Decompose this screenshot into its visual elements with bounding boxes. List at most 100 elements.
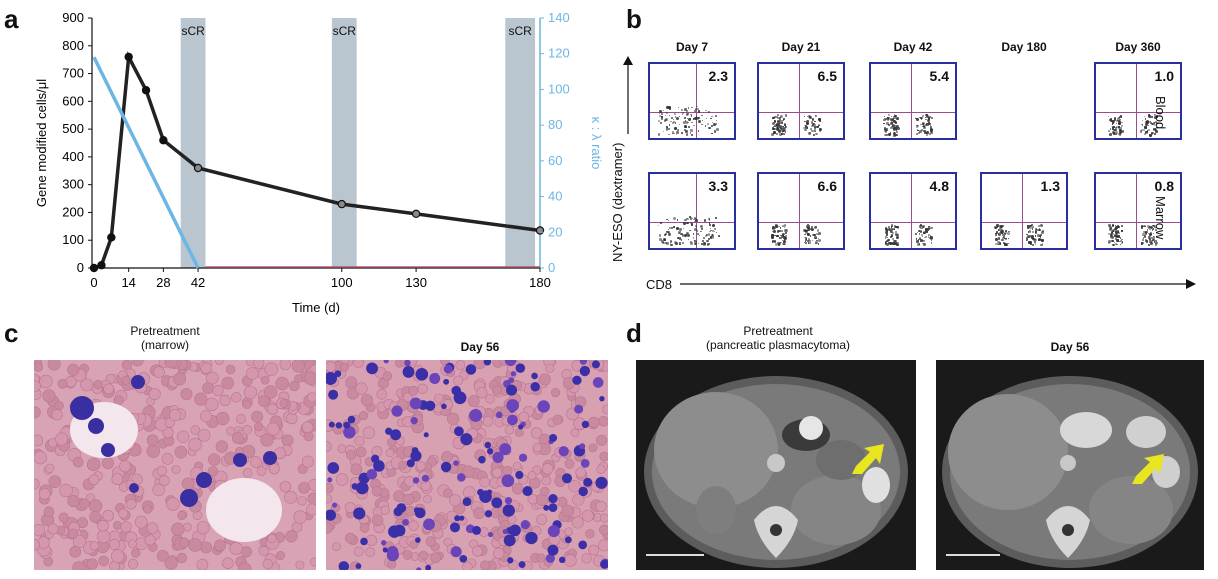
rbc	[358, 410, 369, 421]
rbc	[42, 389, 56, 403]
event-dot	[810, 128, 813, 130]
event-dot	[1035, 229, 1037, 231]
event-dot	[1111, 239, 1114, 242]
event-dot	[1152, 123, 1154, 125]
event-dot	[804, 240, 807, 243]
rbc	[297, 495, 307, 506]
event-dot	[1118, 240, 1120, 243]
event-dot	[1111, 121, 1115, 125]
event-dot	[1035, 243, 1037, 245]
nucleated-cell	[402, 366, 415, 378]
event-dot	[818, 127, 821, 130]
event-dot	[687, 234, 690, 237]
event-dot	[778, 129, 781, 132]
event-dot	[893, 115, 896, 118]
event-dot	[1030, 243, 1033, 246]
plasma-cell	[70, 396, 94, 420]
nucleated-cell	[425, 564, 432, 570]
gate-horizontal	[871, 112, 955, 113]
event-dot	[806, 115, 809, 118]
event-dot	[672, 120, 675, 123]
nucleated-cell	[469, 408, 483, 422]
rbc	[268, 463, 280, 475]
event-dot	[666, 106, 669, 109]
rbc	[207, 466, 219, 477]
event-dot	[777, 235, 779, 237]
event-dot	[675, 242, 678, 246]
event-dot	[778, 117, 782, 120]
event-dot	[1150, 226, 1154, 230]
event-dot	[812, 133, 816, 137]
event-dot	[692, 219, 695, 221]
event-dot	[1115, 234, 1118, 237]
event-dot	[1115, 238, 1118, 241]
rbc	[236, 414, 246, 424]
dextramer-percent: 2.3	[708, 68, 728, 84]
nucleated-cell	[531, 372, 538, 380]
rbc	[238, 562, 252, 570]
event-dot	[673, 217, 676, 220]
nucleated-cell	[421, 474, 430, 482]
event-dot	[922, 125, 924, 128]
nucleated-cell	[595, 476, 608, 489]
event-dot	[782, 131, 784, 133]
rbc	[125, 498, 137, 510]
flow-x-axis-arrow	[680, 279, 1196, 289]
event-dot	[1109, 118, 1113, 121]
rbc	[598, 539, 608, 552]
rbc	[415, 460, 426, 471]
event-dot	[674, 127, 677, 131]
event-dot	[915, 233, 917, 236]
event-dot	[1039, 236, 1042, 238]
nucleated-cell	[328, 421, 335, 428]
event-dot	[890, 116, 892, 118]
nucleated-cell	[581, 420, 590, 429]
event-dot	[1028, 240, 1032, 244]
event-dot	[930, 236, 933, 240]
event-dot	[895, 116, 899, 120]
rbc	[242, 424, 253, 435]
event-dot	[920, 123, 922, 126]
event-dot	[1027, 235, 1031, 239]
event-dot	[668, 233, 671, 236]
rbc	[365, 534, 378, 546]
nucleated-cell	[592, 377, 604, 388]
event-dot	[686, 221, 689, 225]
event-dot	[683, 125, 687, 129]
event-dot	[999, 225, 1001, 228]
event-dot	[1153, 122, 1155, 124]
nucleated-cell	[383, 360, 389, 364]
event-dot	[773, 240, 776, 244]
day-header: Day 7	[675, 40, 709, 54]
event-dot	[1121, 121, 1123, 124]
event-dot	[885, 243, 889, 247]
event-dot	[689, 240, 693, 244]
event-dot	[1117, 239, 1120, 241]
nucleated-cell	[331, 502, 338, 508]
nucleated-cell	[518, 453, 528, 462]
rbc	[402, 549, 413, 560]
event-dot	[1153, 114, 1156, 117]
rbc	[69, 545, 82, 558]
y-tick-label: 400	[62, 149, 84, 164]
event-dot	[1108, 233, 1111, 236]
rbc	[34, 478, 40, 490]
event-dot	[917, 129, 919, 131]
event-dot	[923, 240, 925, 242]
event-dot	[1155, 115, 1159, 118]
event-dot	[783, 122, 786, 126]
event-dot	[1121, 229, 1123, 231]
event-dot	[784, 231, 788, 235]
event-dot	[776, 235, 778, 238]
event-dot	[919, 226, 923, 230]
rbc	[293, 510, 307, 524]
event-dot	[1144, 232, 1148, 235]
nucleated-cell	[599, 395, 605, 402]
event-dot	[888, 133, 892, 137]
plasma-cell	[101, 443, 115, 457]
event-dot	[706, 123, 709, 126]
dextramer-percent: 1.0	[1154, 68, 1174, 84]
row-label-blood: Blood	[1153, 96, 1168, 130]
rbc	[530, 427, 543, 439]
event-dot	[777, 116, 780, 120]
